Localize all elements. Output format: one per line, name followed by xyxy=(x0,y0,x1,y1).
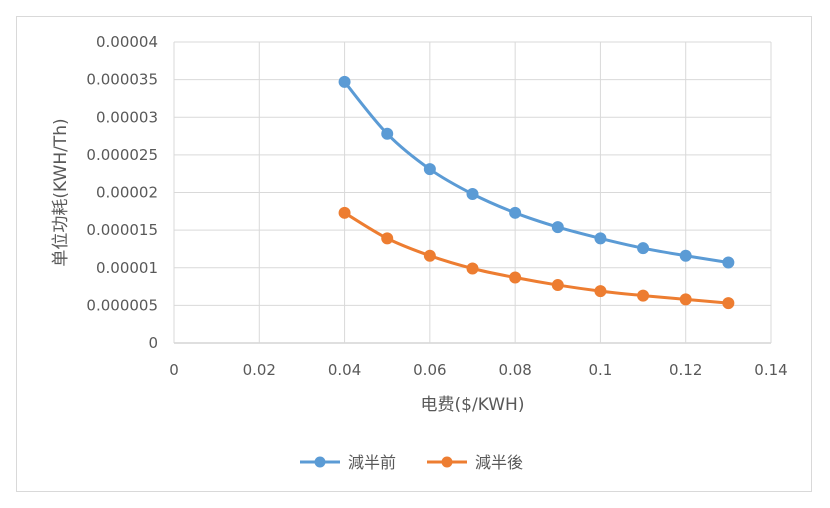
data-point xyxy=(423,249,436,262)
y-tick-label: 0.000035 xyxy=(86,71,158,89)
y-tick-label: 0.000015 xyxy=(86,221,158,239)
series-line-2 xyxy=(343,211,730,305)
data-point xyxy=(338,206,351,219)
data-point xyxy=(679,249,692,262)
x-tick-label: 0.14 xyxy=(754,361,787,379)
data-point xyxy=(551,221,564,234)
y-tick-label: 0.00002 xyxy=(96,184,158,202)
data-point xyxy=(594,232,607,245)
x-axis-ticks: 0 0.02 0.04 0.06 0.08 0.1 0.12 0.14 xyxy=(169,361,787,379)
data-point xyxy=(338,75,351,88)
y-tick-label: 0.000005 xyxy=(86,296,158,314)
x-tick-label: 0.1 xyxy=(588,361,612,379)
y-tick-label: 0.000025 xyxy=(86,146,158,164)
y-tick-label: 0.00003 xyxy=(96,108,158,126)
legend: 減半前 減半後 xyxy=(300,453,523,472)
data-point xyxy=(466,262,479,275)
legend-label: 減半後 xyxy=(475,453,523,472)
gridlines xyxy=(173,41,772,344)
series-group xyxy=(338,75,735,310)
series-line-1 xyxy=(343,80,730,264)
data-point xyxy=(594,285,607,298)
x-tick-label: 0 xyxy=(169,361,179,379)
data-point xyxy=(466,188,479,201)
data-point xyxy=(509,206,522,219)
data-point xyxy=(722,297,735,310)
y-axis-title: 单位功耗(KWH/Th) xyxy=(51,118,71,266)
data-point xyxy=(381,232,394,245)
data-point xyxy=(423,163,436,176)
data-point xyxy=(679,293,692,306)
legend-label: 減半前 xyxy=(348,453,396,472)
x-tick-label: 0.02 xyxy=(243,361,276,379)
data-point xyxy=(551,279,564,292)
data-point xyxy=(509,271,522,284)
x-tick-label: 0.04 xyxy=(328,361,361,379)
data-point xyxy=(381,127,394,140)
x-tick-label: 0.12 xyxy=(669,361,702,379)
y-axis-ticks: 0 0.000005 0.00001 0.000015 0.00002 0.000025 0… xyxy=(86,33,158,352)
data-point xyxy=(637,289,650,302)
x-tick-label: 0.08 xyxy=(498,361,531,379)
data-point xyxy=(722,256,735,269)
y-tick-label: 0 xyxy=(148,334,158,352)
legend-swatch-marker xyxy=(314,456,326,468)
y-tick-label: 0.00001 xyxy=(96,259,158,277)
x-tick-label: 0.06 xyxy=(413,361,446,379)
y-tick-label: 0.00004 xyxy=(96,33,158,51)
legend-swatch-marker xyxy=(441,456,453,468)
x-axis-title: 电费($/KWH) xyxy=(421,395,525,415)
data-point xyxy=(637,242,650,255)
